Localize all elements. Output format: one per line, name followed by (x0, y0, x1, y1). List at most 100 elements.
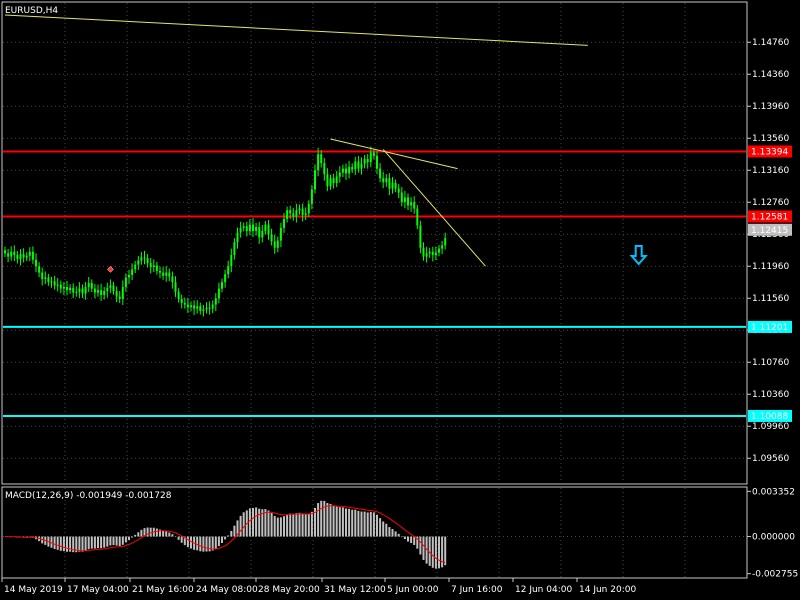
price-level-label: 1.10088 (751, 412, 788, 422)
candle-body (66, 287, 68, 291)
time-tick-label: 5 Jun 00:00 (387, 585, 439, 595)
candle-body (224, 274, 227, 283)
price-level-badge (748, 409, 792, 422)
candle-body (214, 298, 217, 305)
candle-body (81, 288, 84, 294)
time-tick-label: 31 May 12:00 (324, 585, 386, 595)
time-tick-label: 14 May 2019 (4, 585, 63, 595)
candle-body (205, 307, 208, 310)
macd-tick-label: -0.002755 (752, 570, 798, 580)
candle-body (41, 272, 44, 279)
symbol-title: EURUSD,H4 (5, 6, 58, 16)
candle-body (134, 264, 137, 270)
candle-body (155, 265, 158, 271)
candle-body (53, 281, 56, 286)
candle-body (69, 287, 72, 291)
price-tick-label: 1.10360 (752, 390, 789, 400)
candle-body (227, 266, 230, 275)
candle-body (332, 178, 335, 183)
candle-body (434, 252, 437, 255)
macd-tick-label: 0.003352 (752, 487, 795, 497)
price-tick-label: 1.13160 (752, 166, 789, 176)
candle-body (103, 291, 106, 295)
candle-body (286, 210, 289, 219)
price-level-badge (748, 210, 792, 223)
price-level-badge (748, 145, 792, 158)
time-tick-label: 17 May 04:00 (67, 585, 129, 595)
candle-body (25, 255, 28, 258)
candle-body (180, 299, 183, 303)
macd-axis: 0.003352 0.000000 -0.002755 (747, 487, 798, 580)
trendline[interactable] (4, 14, 588, 46)
time-tick-label: 24 May 08:00 (196, 585, 258, 595)
candle-body (366, 159, 369, 163)
candle-body (121, 287, 124, 299)
candle-body (441, 245, 444, 249)
candle-body (379, 168, 382, 179)
price-level-badge (748, 320, 792, 333)
trendline[interactable] (382, 149, 486, 267)
candle-body (124, 277, 127, 287)
candle-body (258, 227, 261, 238)
candle-body (87, 283, 90, 287)
candle-body (444, 238, 447, 246)
price-tick-label: 1.13960 (752, 102, 789, 112)
candle-body (252, 224, 254, 231)
candle-body (93, 288, 96, 293)
candle-body (62, 287, 65, 289)
candle-body (326, 174, 329, 187)
candle-body (137, 260, 140, 265)
candle-body (264, 224, 267, 231)
candle-body (428, 251, 431, 254)
marker-shape (107, 266, 114, 273)
time-tick-label: 28 May 20:00 (258, 585, 320, 595)
candle-body (115, 291, 118, 297)
candle-body (419, 225, 422, 248)
candle-body (44, 277, 47, 279)
candle-body (171, 276, 174, 283)
candle-body (360, 163, 363, 169)
time-tick-label: 7 Jun 16:00 (451, 585, 503, 595)
candle-body (140, 257, 143, 261)
candle-body (109, 285, 112, 288)
time-axis: 14 May 2019 17 May 04:00 21 May 16:00 24 Ma… (1, 578, 636, 595)
price-tick-label: 1.12760 (752, 198, 789, 208)
candle-body (310, 189, 313, 204)
candle-body (152, 265, 155, 267)
time-tick-label: 12 Jun 04:00 (515, 585, 572, 595)
down-arrow-icon[interactable] (629, 245, 648, 266)
trendlines[interactable] (4, 14, 588, 267)
candle-body (270, 234, 273, 242)
candle-body (22, 254, 25, 258)
candle-body (183, 303, 186, 305)
candle-body (208, 307, 211, 309)
candle-body (75, 291, 78, 293)
macd-plot-frame (1, 486, 748, 579)
time-tick-label: 21 May 16:00 (132, 585, 194, 595)
candle-body (7, 253, 10, 257)
candle-body (372, 152, 375, 156)
candle-body (438, 248, 440, 253)
candle-body (348, 167, 351, 174)
candle-body (376, 155, 378, 169)
candle-body (168, 272, 171, 277)
candle-body (304, 213, 307, 215)
trade-marker-icon[interactable] (107, 266, 114, 273)
main-grid (3, 3, 746, 483)
candle-body (193, 305, 196, 309)
down-arrow-shape (629, 245, 648, 266)
macd-grid (3, 488, 746, 577)
price-tick-label: 1.11960 (752, 262, 789, 272)
candle-body (267, 224, 270, 235)
candle-body (4, 250, 6, 254)
candle-body (307, 203, 310, 214)
horizontal-levels[interactable] (3, 150, 746, 417)
candle-body (345, 168, 347, 174)
candle-body (413, 202, 416, 209)
candle-body (391, 183, 394, 189)
price-level-label: 1.13394 (751, 147, 788, 157)
candle-body (233, 242, 236, 255)
trendline[interactable] (330, 138, 458, 170)
candle-body (202, 309, 205, 311)
